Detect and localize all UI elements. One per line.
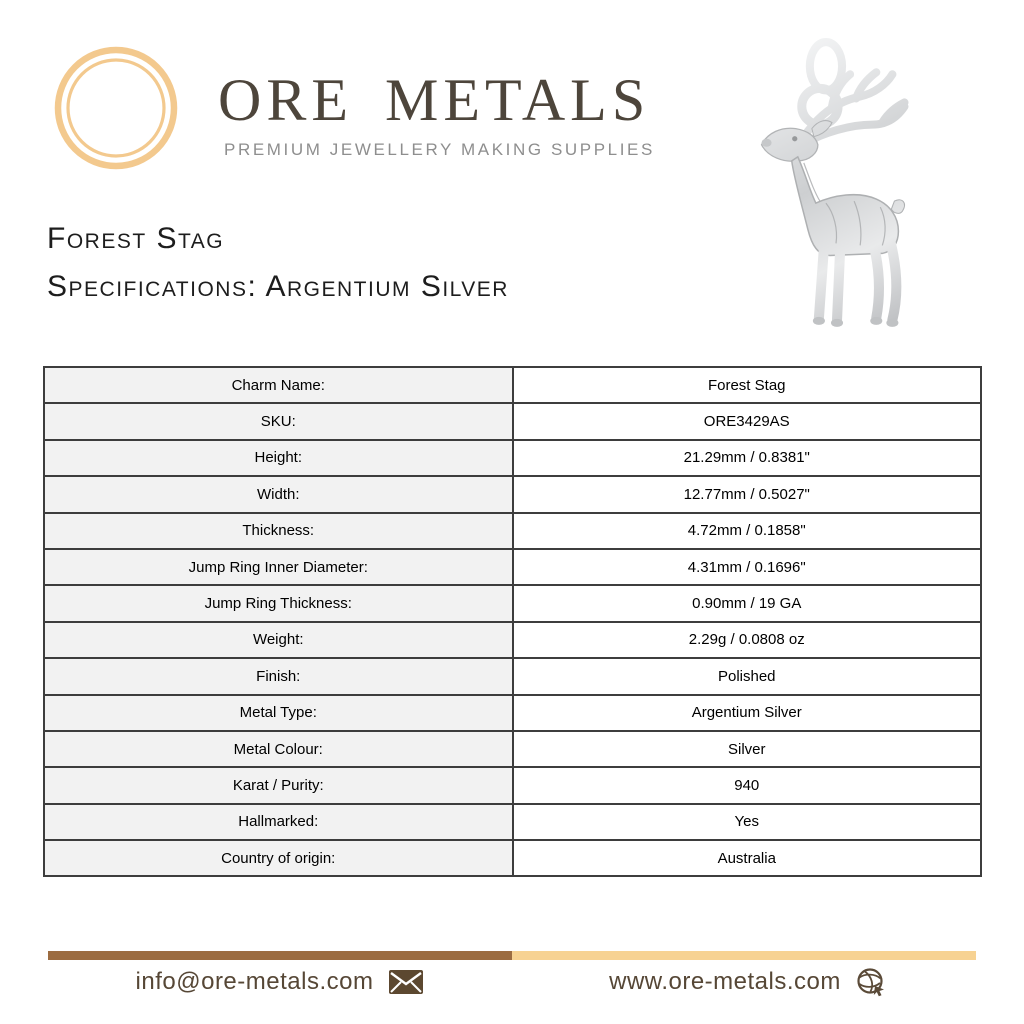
spec-label: Metal Colour: (43, 729, 514, 769)
spec-value: Australia (511, 839, 982, 878)
page-subtitle: Specifications: Argentium Silver (47, 270, 509, 303)
spec-value: Polished (511, 657, 982, 696)
spec-value: 940 (511, 766, 982, 805)
spec-value: Forest Stag (511, 365, 982, 405)
divider-left-brown (48, 951, 512, 960)
spec-value: 12.77mm / 0.5027" (511, 475, 982, 514)
spec-label: Charm Name: (43, 365, 514, 405)
brand-logo (52, 40, 180, 176)
globe-icon (856, 967, 887, 998)
table-row: Thickness: 4.72mm / 0.1858" (43, 511, 982, 550)
brand-name: ORE METALS (218, 67, 651, 133)
spec-label: Hallmarked: (43, 802, 514, 842)
table-row: Width: 12.77mm / 0.5027" (43, 475, 982, 514)
table-row: SKU: ORE3429AS (43, 402, 982, 441)
spec-label: Height: (43, 438, 514, 478)
footer-website-text: www.ore-metals.com (609, 968, 841, 995)
spec-value: 0.90mm / 19 GA (511, 584, 982, 623)
spec-label: Weight: (43, 620, 514, 660)
spec-value: Argentium Silver (511, 693, 982, 732)
spec-value: 21.29mm / 0.8381" (511, 438, 982, 478)
page-title: Forest Stag (47, 222, 225, 255)
table-row: Jump Ring Thickness: 0.90mm / 19 GA (43, 584, 982, 623)
spec-label: SKU: (43, 402, 514, 441)
spec-value: Yes (511, 802, 982, 842)
spec-label: Finish: (43, 657, 514, 696)
table-row: Metal Type: Argentium Silver (43, 693, 982, 732)
table-row: Metal Colour: Silver (43, 729, 982, 769)
footer-website-link[interactable]: www.ore-metals.com (512, 962, 984, 1002)
spec-value: ORE3429AS (511, 402, 982, 441)
table-row: Karat / Purity: 940 (43, 766, 982, 805)
table-row: Weight: 2.29g / 0.0808 oz (43, 620, 982, 660)
divider-right-gold (512, 951, 976, 960)
spec-value: 4.31mm / 0.1696" (511, 547, 982, 587)
double-circle-ring-icon (54, 46, 178, 170)
footer-divider (48, 951, 976, 960)
table-row: Hallmarked: Yes (43, 802, 982, 842)
spec-table: Charm Name: Forest Stag SKU: ORE3429AS H… (43, 365, 982, 878)
spec-label: Thickness: (43, 511, 514, 550)
table-row: Jump Ring Inner Diameter: 4.31mm / 0.169… (43, 547, 982, 587)
spec-label: Karat / Purity: (43, 766, 514, 805)
footer-email-text: info@ore-metals.com (135, 968, 374, 995)
product-image (698, 30, 970, 342)
footer-email-link[interactable]: info@ore-metals.com (48, 962, 512, 1002)
spec-label: Width: (43, 475, 514, 514)
table-row: Country of origin: Australia (43, 839, 982, 878)
spec-value: 4.72mm / 0.1858" (511, 511, 982, 550)
spec-label: Jump Ring Thickness: (43, 584, 514, 623)
table-row: Height: 21.29mm / 0.8381" (43, 438, 982, 478)
spec-value: Silver (511, 729, 982, 769)
brand-tagline: PREMIUM JEWELLERY MAKING SUPPLIES (224, 140, 655, 159)
table-row: Charm Name: Forest Stag (43, 365, 982, 405)
silver-stag-charm-image (760, 38, 909, 327)
spec-label: Metal Type: (43, 693, 514, 732)
table-row: Finish: Polished (43, 657, 982, 696)
spec-value: 2.29g / 0.0808 oz (511, 620, 982, 660)
spec-label: Jump Ring Inner Diameter: (43, 547, 514, 587)
envelope-icon (388, 969, 424, 995)
spec-label: Country of origin: (43, 839, 514, 878)
